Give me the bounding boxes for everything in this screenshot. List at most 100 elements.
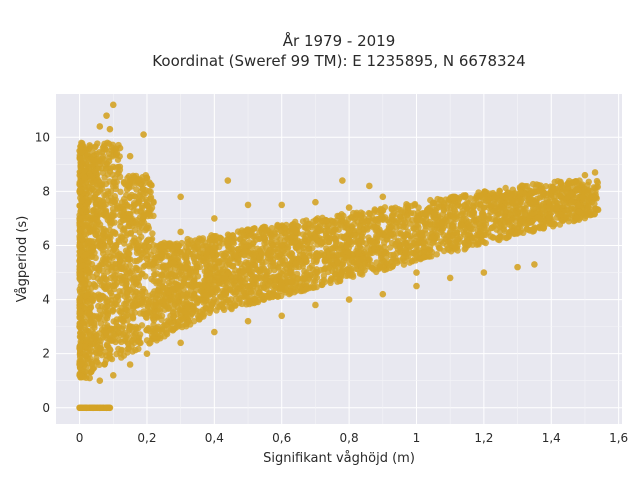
data-point [111, 275, 119, 282]
data-point [241, 247, 249, 255]
data-point [144, 213, 151, 220]
data-point [85, 259, 92, 266]
data-point [244, 266, 252, 273]
data-point [393, 257, 400, 265]
y-tick-label: 4 [42, 293, 50, 307]
data-point [393, 238, 401, 246]
data-point [77, 194, 84, 202]
data-point [138, 233, 145, 241]
data-point [114, 156, 122, 163]
data-point [281, 257, 289, 264]
data-point [268, 224, 276, 232]
data-point [101, 360, 109, 367]
data-point [147, 251, 155, 258]
data-point [119, 227, 127, 234]
data-point [305, 220, 312, 227]
data-point [124, 230, 131, 237]
data-point [77, 208, 84, 215]
data-point [237, 260, 244, 267]
data-point [356, 256, 363, 264]
data-point [282, 225, 289, 232]
data-point [389, 212, 396, 219]
data-point [100, 225, 108, 233]
data-point [190, 318, 198, 325]
data-point [109, 182, 117, 190]
data-point [82, 179, 90, 186]
x-tick-label: 0,2 [137, 431, 156, 445]
data-point [189, 250, 196, 258]
data-point [120, 240, 128, 247]
data-point [131, 201, 138, 209]
data-point [274, 221, 281, 229]
data-point [508, 217, 515, 224]
data-point [364, 226, 371, 233]
data-point [328, 249, 336, 256]
data-point [96, 404, 104, 412]
data-point [240, 293, 248, 300]
data-point [482, 239, 489, 247]
data-point [182, 253, 189, 261]
data-point [150, 241, 157, 249]
data-point [445, 199, 452, 206]
data-point [454, 247, 461, 254]
data-point [139, 185, 147, 193]
data-point [180, 300, 187, 307]
data-point [480, 231, 488, 238]
data-point [310, 278, 317, 285]
data-point [249, 256, 257, 264]
data-point [466, 225, 474, 232]
data-point [177, 193, 184, 201]
data-point [404, 239, 411, 246]
data-point [181, 275, 188, 283]
data-point [145, 324, 152, 332]
data-point [150, 317, 158, 324]
data-point [93, 196, 101, 204]
data-point [586, 208, 593, 216]
data-point [91, 321, 98, 329]
data-point [106, 404, 114, 412]
data-point [312, 269, 319, 276]
data-point [146, 298, 153, 305]
data-point [82, 251, 90, 258]
data-point [109, 372, 117, 379]
data-point [124, 182, 131, 189]
data-point [177, 269, 184, 276]
data-point [87, 302, 94, 309]
data-point [225, 246, 232, 253]
data-point [514, 263, 521, 271]
data-point [104, 312, 111, 319]
data-point [366, 250, 374, 257]
data-point [116, 288, 123, 295]
data-point [194, 264, 201, 271]
data-point [111, 245, 118, 252]
data-point [94, 156, 101, 163]
data-point [379, 193, 387, 201]
data-point [312, 234, 319, 241]
data-point [531, 225, 539, 232]
data-point [87, 344, 94, 352]
data-point [231, 290, 239, 298]
data-point [89, 404, 97, 412]
data-point [291, 218, 299, 226]
data-point [163, 330, 171, 338]
data-point [223, 239, 231, 247]
data-point [514, 225, 521, 233]
data-point [556, 192, 564, 199]
data-point [189, 309, 197, 316]
data-point [278, 242, 286, 249]
data-point [460, 228, 468, 236]
data-point [131, 297, 139, 304]
data-point [517, 213, 524, 220]
data-point [461, 246, 468, 253]
data-point [110, 302, 118, 309]
data-point [132, 219, 140, 226]
data-point [167, 243, 174, 251]
data-point [214, 286, 221, 294]
data-point [84, 290, 91, 297]
data-point [289, 273, 296, 281]
data-point [100, 153, 107, 160]
data-point [102, 146, 109, 153]
data-point [299, 263, 306, 270]
data-point [121, 300, 128, 308]
data-point [531, 261, 538, 268]
